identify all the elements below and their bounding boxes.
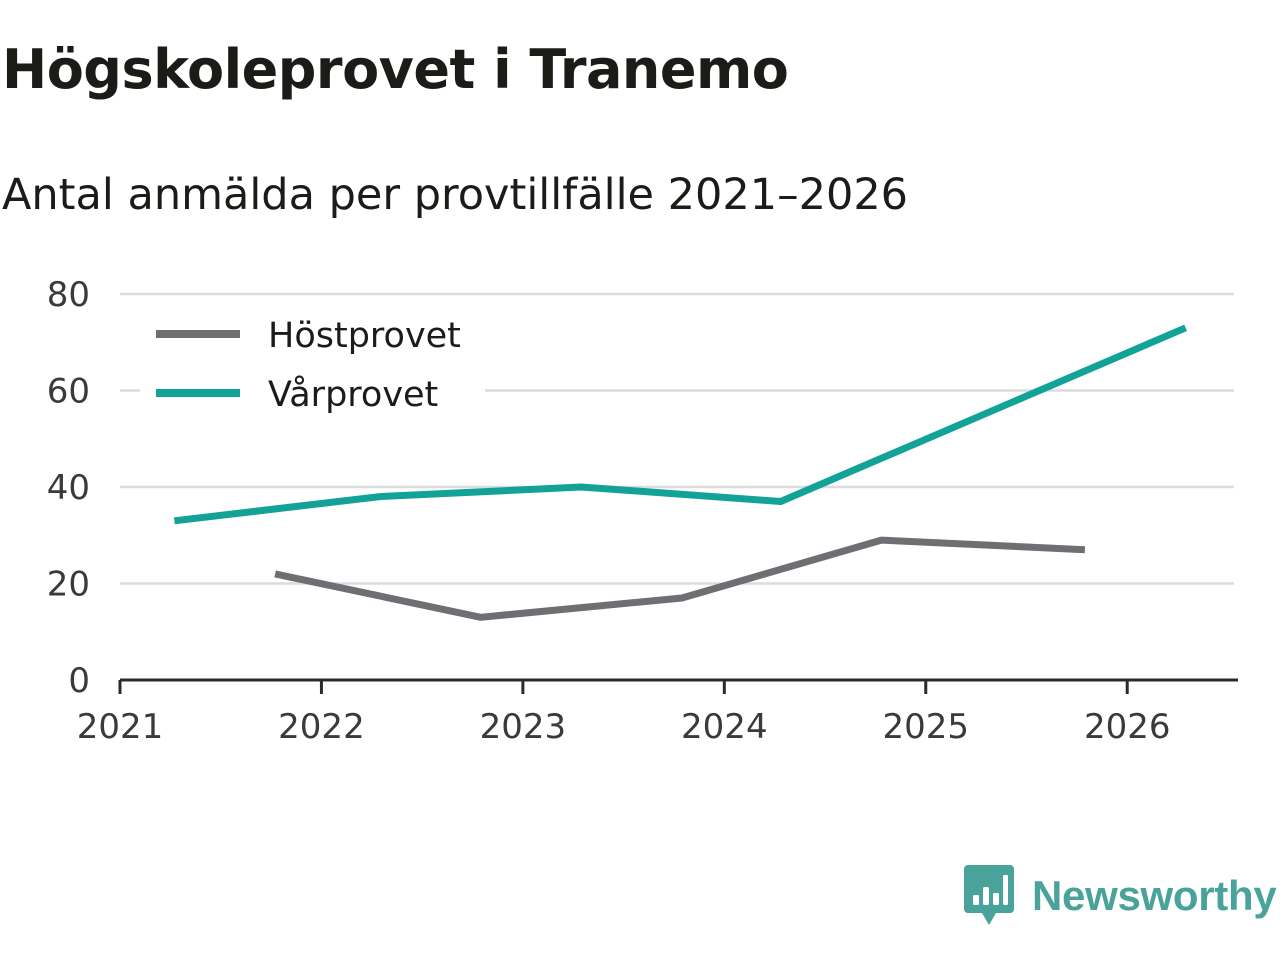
chart-subtitle: Antal anmälda per provtillfälle 2021–202… (2, 170, 909, 220)
y-tick-label: 60 (47, 372, 90, 412)
y-tick-label: 20 (47, 565, 90, 605)
legend-label-2: Vårprovet (268, 374, 438, 415)
x-tick-label: 2021 (77, 707, 164, 747)
series-1-line (274, 536, 1086, 621)
bar-chart-speech-bubble-icon (964, 865, 1014, 925)
x-tick-label: 2024 (681, 707, 768, 747)
x-tick-label: 2025 (883, 707, 970, 747)
brand-name: Newsworthy (1032, 872, 1277, 919)
x-tick-label: 2026 (1084, 707, 1171, 747)
legend-label-1: Höstprovet (268, 316, 461, 356)
x-tick-label: 2022 (278, 707, 365, 747)
legend-background (140, 306, 485, 430)
data-series (173, 324, 1187, 621)
axes: 0 20 40 60 80 2021 2022 2023 2024 2025 2026 (47, 275, 1238, 747)
x-tick-label: 2023 (480, 707, 567, 747)
chart-title: Högskoleprovet i Tranemo (2, 38, 789, 101)
y-tick-label: 0 (68, 661, 90, 701)
legend: Höstprovet Vårprovet (140, 306, 485, 430)
brand-logo: Newsworthy (964, 864, 1277, 928)
y-tick-label: 80 (47, 275, 90, 315)
y-tick-label: 40 (47, 468, 90, 508)
